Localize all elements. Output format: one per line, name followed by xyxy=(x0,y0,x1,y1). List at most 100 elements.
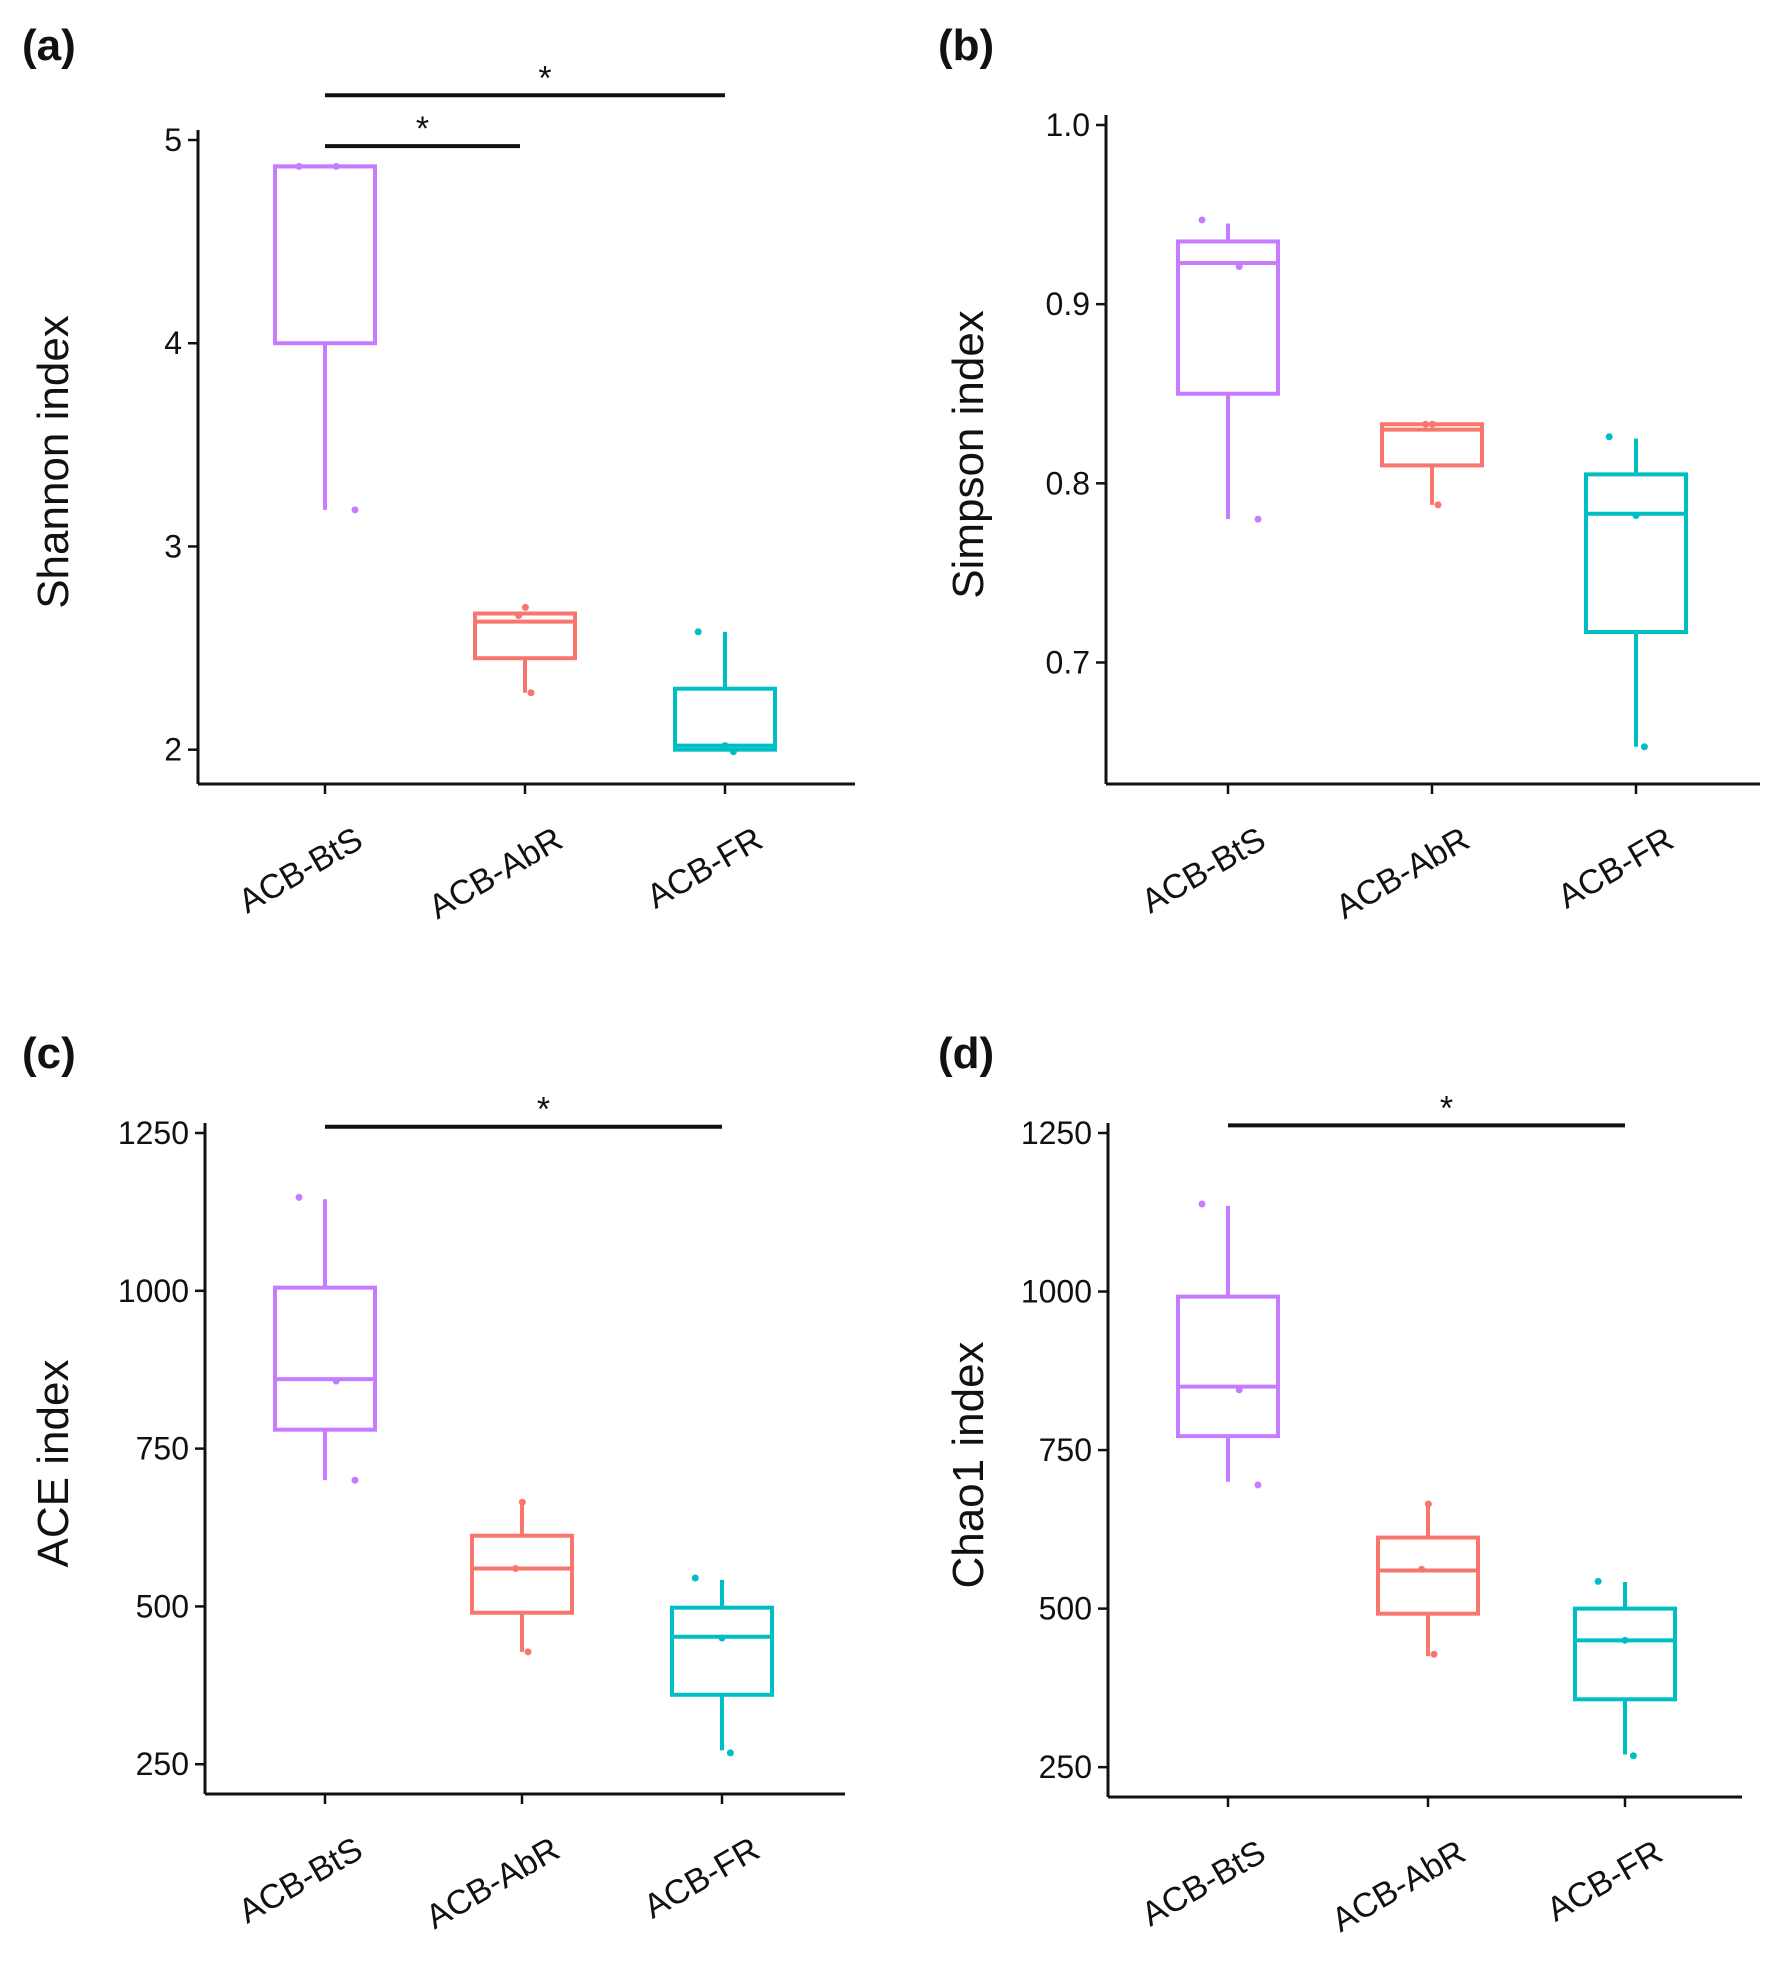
x-tick-label: ACB-FR xyxy=(1540,1833,1669,1929)
data-point xyxy=(295,162,303,170)
data-point xyxy=(1424,1500,1432,1508)
data-point xyxy=(1605,433,1613,441)
y-tick-label: 1250 xyxy=(118,1115,189,1151)
x-tick-label: ACB-AbR xyxy=(1325,1833,1472,1940)
box-acb-abr xyxy=(470,1502,574,1652)
data-point xyxy=(1235,263,1243,271)
x-tick-label: ACB-BtS xyxy=(1135,1833,1272,1934)
y-tick-label: 0.9 xyxy=(1046,286,1090,322)
data-point xyxy=(1594,1577,1602,1585)
y-tick-label: 750 xyxy=(136,1431,189,1467)
box-acb-fr xyxy=(1584,438,1688,747)
box-acb-fr xyxy=(670,1579,774,1751)
box-iqr xyxy=(1176,1294,1280,1439)
data-point xyxy=(1235,1386,1243,1394)
panel-d: (d) Chao1 index 250 500 750 1000 1250 ACB-BtS AC… xyxy=(938,1029,1742,1940)
x-tick-label: ACB-AbR xyxy=(1329,820,1476,927)
data-point xyxy=(521,603,529,611)
significance-star: * xyxy=(538,59,551,97)
box-iqr xyxy=(673,686,777,752)
data-point xyxy=(718,1634,726,1642)
box-acb-fr xyxy=(1573,1581,1677,1755)
data-point xyxy=(351,1476,359,1484)
box-acb-abr xyxy=(1380,422,1484,505)
y-axis-label: ACE index xyxy=(29,1360,78,1568)
significance-star: * xyxy=(537,1091,550,1129)
y-tick-label: 1000 xyxy=(1021,1274,1092,1310)
data-point xyxy=(332,1377,340,1385)
y-tick-label: 500 xyxy=(136,1588,189,1624)
box-acb-bts xyxy=(1176,1205,1280,1482)
box-iqr xyxy=(1584,472,1688,635)
panel-label: (c) xyxy=(22,1029,76,1078)
panel-c: (c) ACE index 250 500 750 1000 1250 ACB-BtS ACB-… xyxy=(22,1029,845,1937)
significance-star: * xyxy=(1440,1089,1453,1127)
y-tick-label: 0.8 xyxy=(1046,465,1090,501)
y-tick-label: 1250 xyxy=(1021,1115,1092,1151)
data-point xyxy=(691,1574,699,1582)
significance-star: * xyxy=(416,110,429,148)
box-iqr xyxy=(1376,1535,1480,1616)
data-point xyxy=(1632,512,1640,520)
y-tick-label: 750 xyxy=(1039,1432,1092,1468)
y-tick-label: 1.0 xyxy=(1046,107,1090,143)
x-tick-label: ACB-FR xyxy=(640,820,769,916)
data-point xyxy=(729,748,737,756)
panel-a: (a) Shannon index 2 3 4 5 ACB-BtS ACB-AbR ACB-FR… xyxy=(22,21,855,927)
y-tick-label: 250 xyxy=(136,1746,189,1782)
data-point xyxy=(518,1498,526,1506)
x-tick-label: ACB-FR xyxy=(1551,820,1680,916)
x-tick-label: ACB-AbR xyxy=(422,820,569,927)
box-iqr xyxy=(470,1533,574,1615)
data-point xyxy=(527,689,535,697)
y-axis-label: Chao1 index xyxy=(944,1341,993,1588)
panel-label: (a) xyxy=(22,21,76,70)
y-tick-label: 4 xyxy=(164,325,182,361)
data-point xyxy=(1254,1481,1262,1489)
data-point xyxy=(351,506,359,514)
data-point xyxy=(1428,420,1436,428)
data-point xyxy=(524,1648,532,1656)
box-acb-bts xyxy=(273,164,377,510)
y-tick-label: 3 xyxy=(164,528,182,564)
data-point xyxy=(1198,216,1206,224)
x-tick-label: ACB-FR xyxy=(637,1830,766,1926)
panel-b: (b) Simpson index 0.7 0.8 0.9 1.0 ACB-BtS ACB-A… xyxy=(938,21,1760,927)
x-tick-label: ACB-BtS xyxy=(1135,820,1272,921)
box-acb-bts xyxy=(273,1199,377,1481)
data-point xyxy=(1418,1565,1426,1573)
data-point xyxy=(295,1193,303,1201)
data-point xyxy=(1434,501,1442,509)
y-tick-label: 0.7 xyxy=(1046,645,1090,681)
box-acb-bts xyxy=(1176,223,1280,520)
x-tick-label: ACB-AbR xyxy=(419,1830,566,1937)
data-point xyxy=(694,628,702,636)
data-point xyxy=(1621,1636,1629,1644)
data-point xyxy=(1254,515,1262,523)
data-point xyxy=(1198,1200,1206,1208)
panel-label: (b) xyxy=(938,21,994,70)
data-point xyxy=(1640,743,1648,751)
box-iqr xyxy=(1573,1606,1677,1702)
x-tick-label: ACB-BtS xyxy=(232,1830,369,1931)
box-iqr xyxy=(1176,239,1280,396)
y-tick-label: 5 xyxy=(164,122,182,158)
data-point xyxy=(1629,1752,1637,1760)
box-iqr xyxy=(473,611,577,661)
box-iqr xyxy=(273,164,377,346)
data-point xyxy=(515,612,523,620)
y-axis-label: Simpson index xyxy=(944,310,993,599)
y-tick-label: 2 xyxy=(164,732,182,768)
y-tick-label: 500 xyxy=(1039,1591,1092,1627)
y-tick-label: 1000 xyxy=(118,1273,189,1309)
y-tick-label: 250 xyxy=(1039,1749,1092,1785)
data-point xyxy=(1422,420,1430,428)
panel-label: (d) xyxy=(938,1029,994,1078)
x-tick-label: ACB-BtS xyxy=(232,820,369,921)
box-iqr xyxy=(670,1605,774,1697)
data-point xyxy=(332,162,340,170)
box-acb-fr xyxy=(673,631,777,752)
box-acb-abr xyxy=(1376,1505,1480,1657)
data-point xyxy=(721,742,729,750)
